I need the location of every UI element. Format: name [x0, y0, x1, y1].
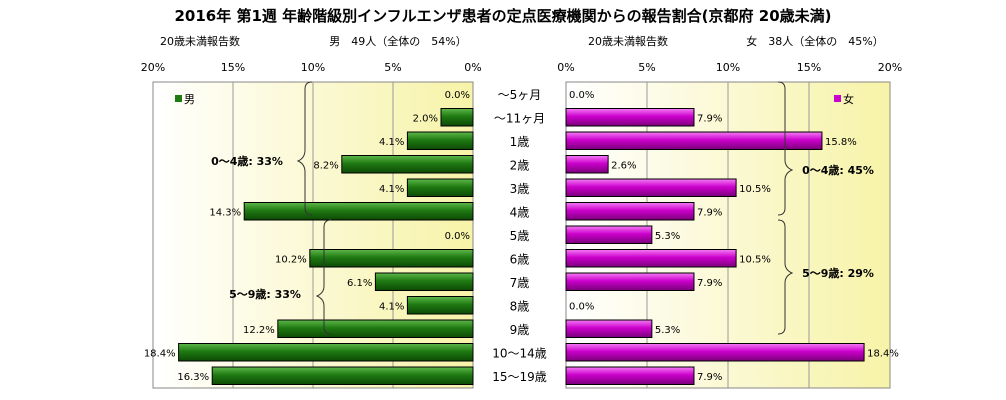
- female-data-label: 7.9%: [697, 113, 722, 124]
- age-category-label: ～5ヶ月: [498, 88, 542, 102]
- male-data-label: 14.3%: [209, 207, 241, 218]
- right-bracket-0-4: [777, 81, 794, 216]
- age-category-label: 8歳: [510, 299, 530, 313]
- male-data-label: 4.1%: [379, 137, 404, 148]
- male-bar: [374, 272, 474, 291]
- female-legend-label: 女: [843, 92, 854, 106]
- female-bar: [565, 272, 695, 291]
- male-bar: [211, 366, 474, 385]
- age-category-label: 4歳: [510, 205, 530, 219]
- female-bar: [565, 343, 865, 362]
- left-x-tick-label: 15%: [221, 61, 245, 74]
- age-category-label: 15～19歳: [492, 370, 547, 384]
- left-x-tick-label: 10%: [301, 61, 325, 74]
- male-data-label: 0.0%: [445, 90, 470, 101]
- right-group-label-0-4: 0～4歳: 45%: [802, 163, 874, 177]
- male-data-label: 6.1%: [347, 278, 372, 289]
- age-category-label: 7歳: [510, 276, 530, 290]
- right-x-tick-label: 5%: [638, 61, 655, 74]
- age-category-label: 9歳: [510, 323, 530, 337]
- right-x-tick-label: 0%: [557, 61, 574, 74]
- left-x-tick-label: 5%: [384, 61, 401, 74]
- female-data-label: 10.5%: [739, 254, 771, 265]
- age-category-label: 6歳: [510, 252, 530, 266]
- right-x-tick-label: 20%: [878, 61, 902, 74]
- female-bar: [565, 366, 695, 385]
- age-category-label: 1歳: [510, 135, 530, 149]
- male-bar: [341, 155, 474, 174]
- female-bar: [565, 249, 737, 268]
- female-bar: [565, 225, 653, 244]
- left-group-label-5-9: 5～9歳: 33%: [229, 287, 301, 301]
- male-data-label: 8.2%: [313, 160, 338, 171]
- female-data-label: 5.3%: [655, 325, 680, 336]
- male-data-label: 18.4%: [144, 348, 176, 359]
- female-data-label: 15.8%: [825, 137, 857, 148]
- female-data-label: 7.9%: [697, 278, 722, 289]
- left-header-summary: 男 49人（全体の 54%）: [329, 34, 466, 48]
- female-bar: [565, 178, 737, 197]
- female-data-label: 7.9%: [697, 372, 722, 383]
- male-bar: [309, 249, 474, 268]
- male-data-label: 0.0%: [445, 231, 470, 242]
- male-data-label: 2.0%: [413, 113, 438, 124]
- male-data-label: 4.1%: [379, 301, 404, 312]
- female-legend-swatch: [834, 95, 841, 102]
- right-bracket-5-9: [777, 219, 794, 335]
- female-bar: [565, 131, 823, 150]
- female-bar: [565, 155, 609, 174]
- female-data-label: 0.0%: [569, 90, 594, 101]
- female-data-label: 7.9%: [697, 207, 722, 218]
- chart-title: 2016年 第1週 年齢階級別インフルエンザ患者の定点医療機関からの報告割合(京…: [175, 7, 832, 25]
- male-bar: [178, 343, 474, 362]
- left-bracket-5-9: [315, 219, 332, 335]
- male-data-label: 16.3%: [177, 372, 209, 383]
- age-category-label: 5歳: [510, 229, 530, 243]
- age-category-label: 2歳: [510, 158, 530, 172]
- male-bar: [406, 131, 474, 150]
- male-bar: [277, 319, 474, 338]
- age-category-label: 3歳: [510, 182, 530, 196]
- right-group-label-5-9: 5～9歳: 29%: [802, 266, 874, 280]
- male-legend-label: 男: [184, 93, 195, 106]
- female-bar: [565, 108, 695, 127]
- female-data-label: 0.0%: [569, 301, 594, 312]
- male-bar: [406, 178, 474, 197]
- male-legend-swatch: [175, 95, 182, 102]
- female-bar: [565, 319, 653, 338]
- male-bar: [440, 108, 474, 127]
- age-category-label: ～11ヶ月: [494, 111, 545, 125]
- female-data-label: 2.6%: [611, 160, 636, 171]
- left-bracket-0-4: [296, 81, 313, 216]
- male-data-label: 4.1%: [379, 184, 404, 195]
- female-data-label: 18.4%: [867, 348, 899, 359]
- left-x-tick-label: 20%: [141, 61, 165, 74]
- right-x-tick-label: 15%: [797, 61, 821, 74]
- right-header-summary: 女 38人（全体の 45%）: [746, 34, 883, 48]
- age-category-label: 10～14歳: [492, 346, 547, 360]
- left-x-tick-label: 0%: [464, 61, 481, 74]
- male-bar: [243, 202, 474, 221]
- male-data-label: 12.2%: [243, 325, 275, 336]
- right-header-label: 20歳未満報告数: [588, 35, 668, 48]
- female-data-label: 10.5%: [739, 184, 771, 195]
- left-group-label-0-4: 0～4歳: 33%: [211, 154, 283, 168]
- female-data-label: 5.3%: [655, 231, 680, 242]
- right-x-tick-label: 10%: [716, 61, 740, 74]
- left-header-label: 20歳未満報告数: [160, 35, 240, 48]
- male-data-label: 10.2%: [275, 254, 307, 265]
- male-bar: [406, 296, 474, 315]
- female-bar: [565, 202, 695, 221]
